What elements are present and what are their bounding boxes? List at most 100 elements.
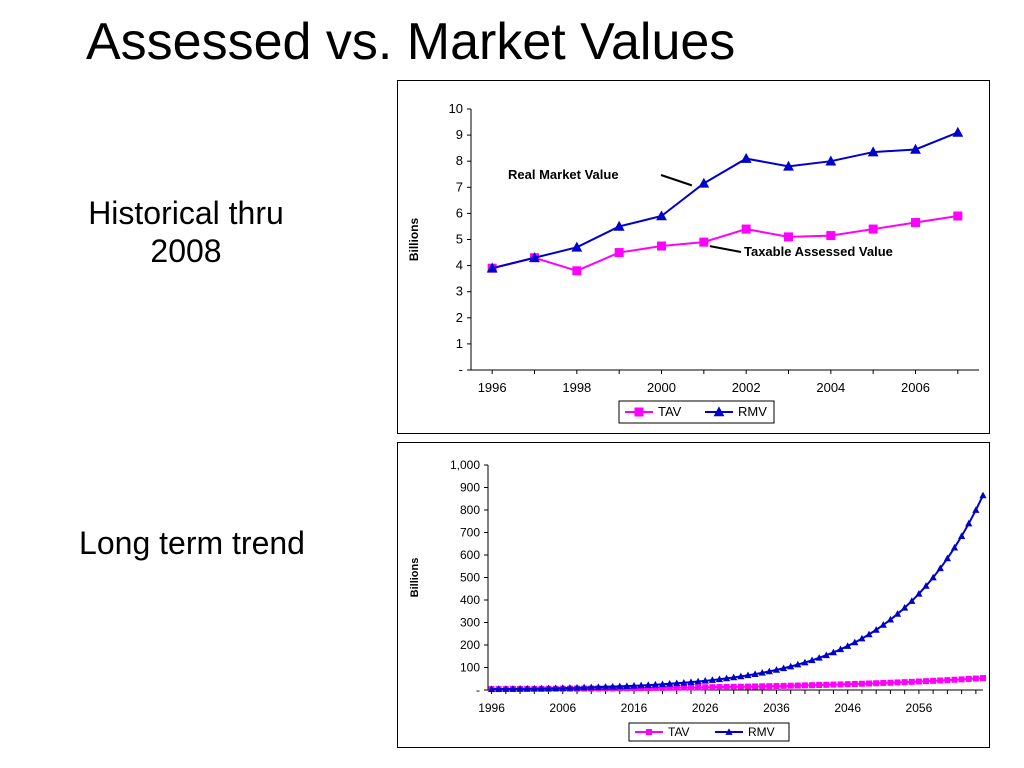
legend-tav-marker <box>646 729 652 735</box>
x-tick-label: 1996 <box>478 701 505 715</box>
tav-point <box>830 681 837 688</box>
y-tick-label: 9 <box>456 127 463 142</box>
tav-point <box>951 676 958 683</box>
rmv-point <box>623 682 631 689</box>
rmv-point <box>851 638 859 646</box>
legend-rmv-marker <box>713 406 725 417</box>
tav-point <box>911 218 920 228</box>
rmv-point <box>943 554 951 562</box>
tav-point <box>666 684 673 691</box>
rmv-point <box>509 685 517 692</box>
y-tick-label: 500 <box>460 571 480 585</box>
tav-line <box>491 215 958 272</box>
y-tick-label: 700 <box>460 526 480 540</box>
rmv-point <box>559 684 567 691</box>
tav-point <box>787 682 794 689</box>
tav-point <box>709 684 716 691</box>
rmv-point <box>502 685 510 692</box>
tav-point <box>844 681 851 688</box>
rmv-point <box>644 681 652 688</box>
rmv-point <box>580 683 588 691</box>
rmv-point <box>708 676 716 683</box>
tav-point <box>744 683 751 690</box>
tav-point <box>923 678 930 685</box>
legend-box <box>618 400 775 424</box>
rmv-point <box>587 683 595 691</box>
tav-point <box>887 679 894 686</box>
annotation-tav: Taxable Assessed Value <box>744 244 893 259</box>
tav-point <box>680 684 687 691</box>
x-tick-label: 2036 <box>763 701 790 715</box>
tav-point <box>759 683 766 690</box>
tav-point <box>894 679 901 686</box>
rmv-point <box>637 681 645 689</box>
annotation-tav-leader <box>709 245 742 253</box>
rmv-point <box>656 210 667 221</box>
rmv-point <box>929 573 937 581</box>
tav-point <box>659 684 666 691</box>
tav-point <box>737 683 744 690</box>
rmv-point <box>908 597 916 604</box>
rmv-point <box>523 684 531 692</box>
rmv-point <box>901 603 909 611</box>
rmv-point <box>687 678 695 685</box>
tav-point <box>816 682 823 689</box>
y-tick-label: 2 <box>456 310 463 325</box>
tav-point <box>773 683 780 690</box>
rmv-point <box>487 685 496 692</box>
rmv-line <box>491 131 959 270</box>
y-tick-label: 900 <box>460 481 480 495</box>
y-tick-label: 10 <box>449 101 463 116</box>
tav-point <box>801 682 808 689</box>
long-term-label: Long term trend <box>79 525 305 561</box>
rmv-point <box>529 252 540 263</box>
x-tick-label: 1998 <box>562 380 591 395</box>
rmv-point <box>979 491 987 499</box>
rmv-point <box>783 160 794 171</box>
rmv-point <box>765 667 773 675</box>
rmv-point <box>822 651 830 659</box>
rmv-point <box>836 645 845 653</box>
tav-point <box>873 680 880 687</box>
x-tick-label: 2026 <box>692 701 719 715</box>
tav-point <box>687 684 694 691</box>
y-tick-label: 7 <box>456 179 463 194</box>
rmv-point <box>915 590 923 597</box>
tav-point <box>794 682 801 689</box>
rmv-point <box>486 262 498 273</box>
long-term-chart: - 100 200 300 400 500 600 700 800 900 1,000 1996 200… <box>397 442 990 748</box>
rmv-line <box>491 494 984 691</box>
rmv-point <box>537 684 546 692</box>
y-tick-label: 200 <box>460 638 480 652</box>
tav-point <box>858 680 865 687</box>
y-tick-label: 600 <box>460 548 480 562</box>
x-tick-label: 2046 <box>834 701 861 715</box>
y-axis-title: Billions <box>407 218 421 262</box>
rmv-point <box>865 630 873 638</box>
rmv-point <box>658 680 667 688</box>
long-term-chart-svg: - 100 200 300 400 500 600 700 800 900 1,000 1996 200… <box>409 458 987 742</box>
tav-point <box>752 683 759 690</box>
tav-point <box>614 248 624 258</box>
rmv-point <box>516 685 524 692</box>
legend-rmv-marker <box>725 728 733 735</box>
rmv-point <box>829 648 838 656</box>
tav-point <box>826 231 836 241</box>
legend-box <box>628 722 790 742</box>
y-tick-label: 4 <box>456 258 463 273</box>
tav-point <box>652 684 659 691</box>
rmv-point <box>808 656 816 664</box>
tav-point <box>851 680 858 687</box>
rmv-point <box>879 621 887 628</box>
x-tick-label: 2000 <box>647 380 676 395</box>
rmv-point <box>801 658 809 666</box>
tav-point <box>784 232 793 242</box>
rmv-point <box>737 672 745 680</box>
tav-point <box>972 675 979 682</box>
rmv-point <box>815 654 823 661</box>
rmv-point <box>573 683 581 691</box>
y-tick-label: 1,000 <box>450 458 480 472</box>
annotation-rmv: Real Market Value <box>508 167 619 182</box>
y-tick-label: 6 <box>456 205 463 220</box>
rmv-point <box>630 682 638 689</box>
